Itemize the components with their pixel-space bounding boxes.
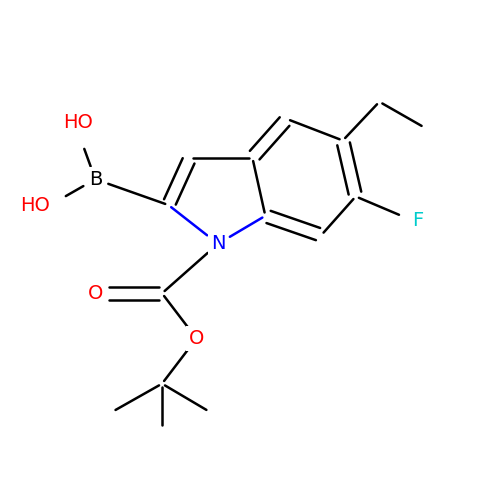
Text: F: F [411,211,423,229]
Text: N: N [211,234,225,253]
Text: HO: HO [20,195,50,215]
Text: HO: HO [63,113,93,132]
Text: O: O [88,284,103,303]
Text: B: B [89,170,102,189]
Text: O: O [189,329,204,348]
